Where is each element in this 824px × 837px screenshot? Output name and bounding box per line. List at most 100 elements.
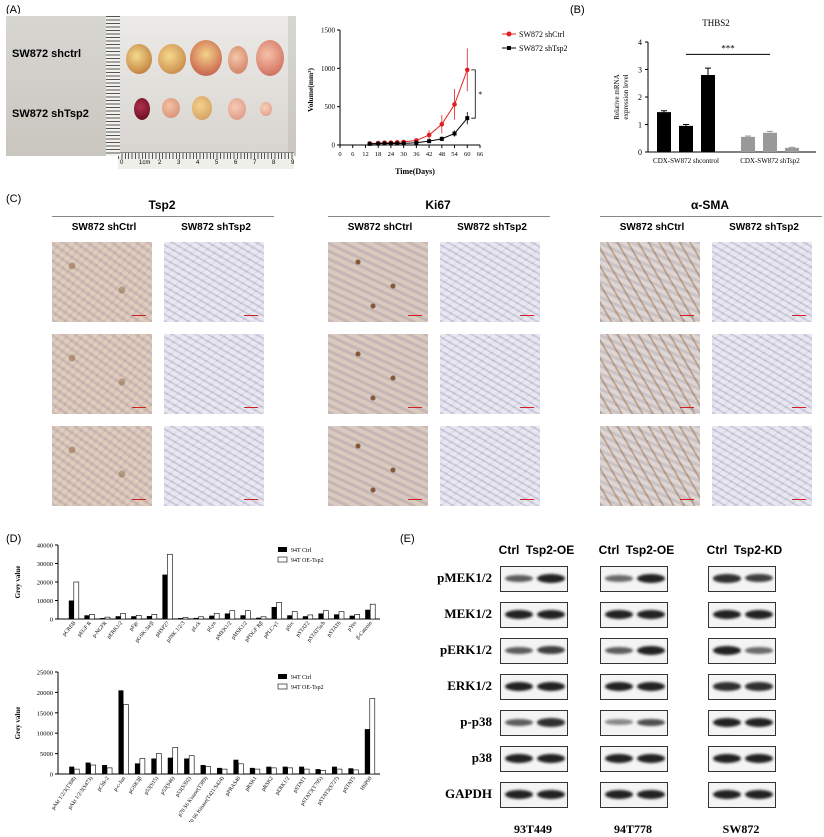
array-bar-oe [104,616,111,620]
ihc-micrograph [600,242,700,322]
wb-header-treated: Tsp2-KD [733,543,783,557]
array-legend-marker-ctrl [278,547,287,552]
array-bar-ctrl [167,757,173,774]
wb-blot-strip [708,602,776,628]
array-bar-ctrl [102,765,108,774]
wb-cell-line-label: 93T449 [513,822,552,836]
growth-y-tick-label: 500 [325,103,336,111]
ihc-micrograph [712,426,812,506]
ruler-digit: 8 [272,160,276,166]
growth-point-kd [401,141,406,146]
tumor-ctrl-4 [228,46,248,74]
ruler-digit: 2 [158,160,162,166]
wb-blot-strip [600,674,668,700]
thbs2-title: THBS2 [702,18,730,28]
panel-a-label: (A) [6,4,21,16]
ihc-column-header: SW872 shCtrl [71,222,137,233]
array-bar-oe [106,767,113,775]
wb-cell-line-label: SW872 [722,822,760,836]
array-bar-ctrl [318,613,324,619]
array-category-label: pYes [347,620,359,632]
array-bar-ctrl [217,767,222,774]
growth-legend: SW872 shCtrl SW872 shTsp2 [502,30,568,53]
ihc-micrograph [440,426,540,506]
tumor-ctrl-2 [158,44,186,74]
array-bar-ctrl [146,616,152,619]
ihc-micrograph [164,242,264,322]
array-bar-ctrl [69,766,75,774]
array-bar-oe [188,755,195,775]
growth-x-tick-label: 18 [375,151,382,158]
growth-point-kd [427,139,432,144]
wb-blot-strip [500,602,568,628]
array-bar-oe [73,581,80,620]
wb-band [637,610,665,619]
growth-x-tick-label: 30 [400,151,407,158]
array-bar-oe [320,770,326,775]
array-bar-oe [90,764,96,775]
growth-point-kd [382,141,387,146]
array-bar-oe [198,616,204,620]
wb-blot-strip [708,710,776,736]
wb-blot-strip [600,638,668,664]
ihc-micrograph [440,242,540,322]
array-bar-oe [182,617,189,620]
array-bar-oe [139,758,146,775]
scale-bar [132,499,146,500]
thbs2-group-label: CDX-SW872 shcontrol [653,157,719,165]
array-bar-ctrl [349,615,355,619]
thbs2-ylabel-line: Relative mRNA [613,74,621,119]
array-category-label: pLyn [206,620,218,633]
wb-band [537,610,565,619]
array-bar-ctrl [348,768,354,774]
array-legend-label-oe: 94T OE-Tsp2 [291,685,324,691]
wb-blot-strip [708,674,776,700]
array-bar-ctrl [256,617,261,619]
array-category-label: HSP60 [360,776,374,792]
wb-blot-strip [600,566,668,592]
ruler-digit: 6 [234,160,238,166]
scale-bar [792,499,806,500]
array-bar-ctrl [224,613,230,619]
scale-bar [408,407,422,408]
wb-band [745,647,773,654]
array-bar-oe [120,613,126,620]
ihc-micrograph [328,242,428,322]
array-bar-ctrl [115,616,121,619]
scale-bar [520,407,534,408]
array-bar-ctrl [365,609,371,619]
wb-protein-label: MEK1/2 [444,606,492,621]
ihc-panel: Tsp2 SW872 shCtrl SW872 shTsp2 Ki67 SW872 sh… [0,198,824,520]
array-legend-marker-ctrl [278,674,287,679]
ihc-micrograph [328,426,428,506]
ihc-column-header: SW872 shTsp2 [457,222,527,233]
wb-band [745,718,773,727]
thbs2-bar [701,75,715,152]
scale-bar [244,315,258,316]
array-bar-oe [276,602,282,620]
scale-bar [132,407,146,408]
tumor-kd-1 [134,98,150,120]
ruler-digit: 5 [215,160,219,166]
array-bar-oe [135,615,142,620]
growth-xlabel: Time(Days) [395,167,435,176]
growth-point-kd [395,141,400,146]
array-bar-oe [123,704,129,775]
ihc-column-header: SW872 shTsp2 [729,222,799,233]
wb-header-treated: Tsp2-OE [525,543,575,557]
array-bar-oe [167,553,173,620]
wb-band [713,574,741,583]
array-bar-oe [205,766,211,775]
growth-point-ctrl [464,67,470,73]
array-bar-oe [323,610,329,620]
scale-bar [680,407,694,408]
array-bar-oe [369,603,376,620]
wb-band [713,790,741,799]
ihc-group-divider [600,216,822,217]
panel-d-label: (D) [6,533,22,545]
array-y-tick-label: 25000 [37,670,53,677]
array-bar-oe [229,610,236,620]
array-y-tick-label: 30000 [37,561,53,568]
legend-label-ctrl: SW872 shCtrl [519,30,565,39]
growth-x-tick-label: 54 [451,151,458,158]
